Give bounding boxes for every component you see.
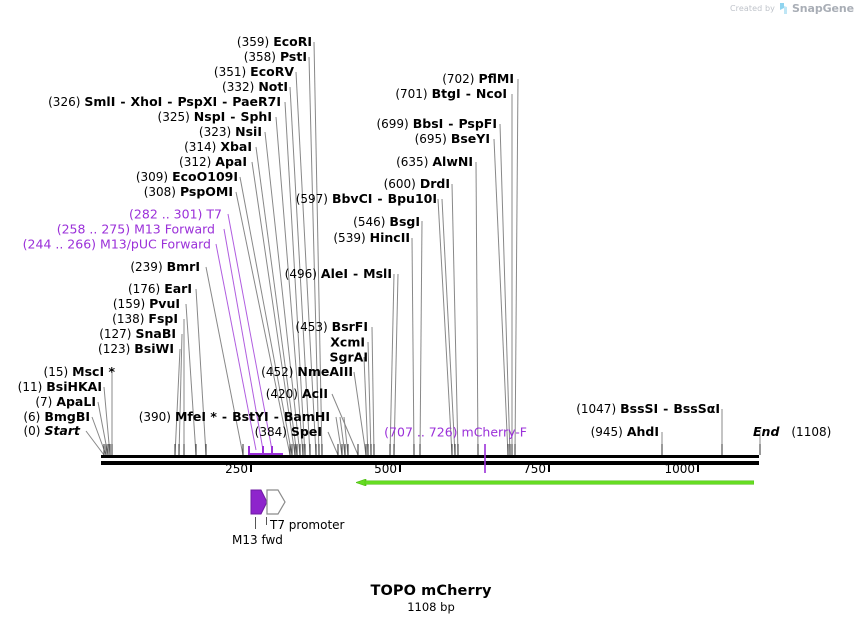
enzyme-label-358: (358) PstI [243, 49, 307, 64]
enzyme-label-695: (695) BseYI [414, 131, 490, 146]
enzyme-label-452: (452) NmeAIII [261, 364, 353, 379]
enzyme-label-539: (539) HincII [333, 230, 410, 245]
enzyme-label-159: (159) PvuI [112, 296, 180, 311]
enzyme-label-123: (123) BsiWI [98, 341, 174, 356]
feature-arrow-t7-promoter [266, 489, 286, 515]
enzyme-label-7: (7) ApaLI [35, 394, 96, 409]
feature-label-m13-fwd: M13 fwd [232, 533, 283, 547]
page-subtitle: 1108 bp [407, 600, 455, 614]
enzyme-label-384: (384) SpeI [254, 424, 322, 439]
sequence-backbone-top [101, 455, 759, 458]
enzyme-label-600: (600) DrdI [383, 176, 450, 191]
enzyme-label-701: (701) BtgI - NcoI [395, 86, 507, 101]
primer-label-t7: (282 .. 301) T7 [129, 206, 222, 222]
feature-label-t7-promoter: T7 promoter [270, 518, 345, 532]
snapgene-credit: Created by SnapGene [730, 2, 854, 15]
primer-label-m13-forward: (258 .. 275) M13 Forward [56, 221, 215, 237]
enzyme-label-6: (6) BmgBI [23, 409, 90, 424]
ruler-tick-1000 [697, 463, 699, 472]
enzyme-label-635: (635) AlwNI [396, 154, 473, 169]
mcherry-feature-arrow [356, 479, 754, 486]
snapgene-logo-icon [779, 3, 788, 14]
enzyme-label-420: (420) AclI [265, 386, 328, 401]
enzyme-label-308: (308) PspOMI [143, 184, 233, 199]
enzyme-label-945: (945) AhdI [590, 424, 659, 439]
enzyme-label-326: (326) SmlI - XhoI - PspXI - PaeR7I [48, 94, 281, 109]
enzyme-label-597: (597) BbvCI - Bpu10I [295, 191, 437, 206]
enzyme-label-699: (699) BbsI - PspFI [376, 116, 497, 131]
enzyme-label-11: (11) BsiHKAI [17, 379, 102, 394]
enzyme-label-176: (176) EarI [127, 281, 192, 296]
ruler-label-500: 500 [374, 462, 397, 476]
enzyme-label-453-xcmi: XcmI [330, 334, 365, 350]
enzyme-label-453: (453) BsrFI [295, 319, 368, 334]
feature-tick-t7-promoter [266, 517, 267, 525]
mcherry-primer-tick [484, 444, 486, 473]
enzyme-label-351: (351) EcoRV [213, 64, 294, 79]
ruler-tick-500 [399, 463, 401, 472]
ruler-tick-250 [250, 463, 252, 472]
enzyme-label-390: (390) MfeI * - BstYI - BamHI [138, 409, 330, 424]
ruler-label-250: 250 [225, 462, 248, 476]
enzyme-label-359: (359) EcoRI [236, 34, 312, 49]
enzyme-label-453-sgrai: SgrAI [329, 349, 368, 365]
created-by-text: Created by [729, 4, 775, 13]
enzyme-label-15: (15) MscI * [43, 364, 115, 379]
ruler-label-1000: 1000 [664, 462, 695, 476]
enzyme-label-325: (325) NspI - SphI [157, 109, 272, 124]
enzyme-label-309: (309) EcoO109I [135, 169, 238, 184]
sequence-backbone-bottom [101, 461, 759, 465]
enzyme-label-323: (323) NsiI [198, 124, 262, 139]
feature-tick-m13-fwd [255, 517, 256, 529]
primer-label-m13-puc-forward: (244 .. 266) M13/pUC Forward [22, 236, 211, 252]
enzyme-label-702: (702) PflMI [442, 71, 514, 86]
snapgene-brand-text: SnapGene [791, 2, 854, 15]
enzyme-label-127: (127) SnaBI [99, 326, 176, 341]
enzyme-label-496: (496) AleI - MslI [284, 266, 392, 281]
ruler-tick-750 [548, 463, 550, 472]
sequence-end-label: End (1108) [753, 424, 832, 439]
enzyme-label-314: (314) XbaI [184, 139, 252, 154]
enzyme-label-546: (546) BsgI [353, 214, 420, 229]
enzyme-label-138: (138) FspI [112, 311, 178, 326]
page-title: TOPO mCherry [370, 583, 492, 599]
sequence-start-label: (0) Start [23, 423, 80, 438]
cut-site-ticks [103, 444, 761, 455]
enzyme-label-312: (312) ApaI [179, 154, 247, 169]
ruler-label-750: 750 [523, 462, 546, 476]
primer-label-mcherry-f: (707 .. 726) mCherry-F [384, 424, 527, 440]
enzyme-label-239: (239) BmrI [130, 259, 200, 274]
enzyme-label-1047: (1047) BssSI - BssSαI [576, 401, 720, 416]
enzyme-label-332: (332) NotI [222, 79, 288, 94]
feature-arrow-m13-fwd [250, 489, 268, 515]
